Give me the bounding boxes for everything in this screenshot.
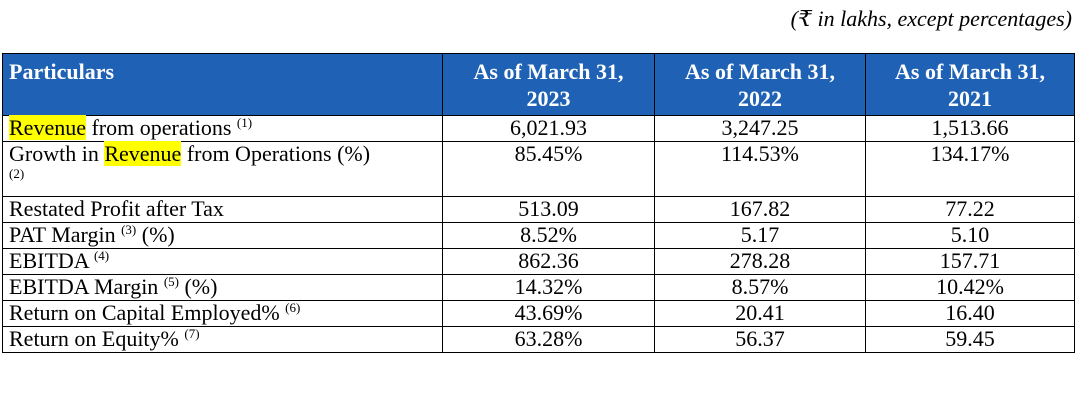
header-col-2022: As of March 31, 2022 [654, 53, 866, 116]
row-label: Return on Equity% (7) [2, 326, 443, 353]
table-row: Return on Capital Employed% (6) 43.69% 2… [2, 300, 1075, 327]
footnote-ref: (5) [163, 274, 179, 289]
table-row: EBITDA (4) 862.36 278.28 157.71 [2, 248, 1075, 275]
cell-2023: 85.45% [442, 141, 655, 197]
row-label-text: EBITDA [9, 248, 94, 273]
row-label: Return on Capital Employed% (6) [2, 300, 443, 327]
table-row: Revenue from operations (1) 6,021.93 3,2… [2, 115, 1075, 142]
footnote-ref: (1) [236, 115, 253, 130]
cell-2023: 6,021.93 [442, 115, 655, 142]
cell-2023: 63.28% [442, 326, 655, 353]
row-label-text: EBITDA Margin [9, 274, 164, 299]
table-header-row: Particulars As of March 31, 2023 As of M… [2, 53, 1075, 116]
row-label-text: Restated Profit after Tax [9, 196, 224, 221]
highlighted-term: Revenue [104, 141, 182, 166]
header-col-2023: As of March 31, 2023 [442, 53, 655, 116]
row-label: Revenue from operations (1) [2, 115, 443, 142]
financial-indicators-table: Particulars As of March 31, 2023 As of M… [2, 53, 1075, 353]
table-row: EBITDA Margin (5) (%) 14.32% 8.57% 10.42… [2, 274, 1075, 301]
row-label: PAT Margin (3) (%) [2, 222, 443, 249]
row-label-text: Return on Capital Employed% [9, 300, 286, 325]
cell-2022: 56.37 [654, 326, 866, 353]
cell-2023: 862.36 [442, 248, 655, 275]
units-note: (₹ in lakhs, except percentages) [790, 6, 1072, 31]
cell-2021: 10.42% [865, 274, 1075, 301]
header-col-2021-line1: As of March 31, [895, 59, 1045, 84]
table-row: Restated Profit after Tax 513.09 167.82 … [2, 196, 1075, 223]
cell-2022: 20.41 [654, 300, 866, 327]
row-label: Restated Profit after Tax [2, 196, 443, 223]
cell-2021: 157.71 [865, 248, 1075, 275]
row-label-text: PAT Margin [9, 222, 122, 247]
header-particulars: Particulars [2, 53, 443, 116]
row-label: Growth in Revenue from Operations (%) (2) [2, 141, 443, 197]
cell-2023: 43.69% [442, 300, 655, 327]
cell-2022: 8.57% [654, 274, 866, 301]
cell-2021: 77.22 [865, 196, 1075, 223]
cell-2022: 167.82 [654, 196, 866, 223]
header-col-2023-line1: As of March 31, [473, 59, 624, 84]
row-label-text: from Operations (%) [181, 141, 371, 166]
highlighted-term: Revenue [9, 115, 86, 140]
footnote-ref: (2) [9, 166, 25, 181]
cell-2022: 5.17 [654, 222, 866, 249]
cell-2022: 3,247.25 [654, 115, 866, 142]
header-col-2022-line1: As of March 31, [685, 59, 835, 84]
header-col-2022-line2: 2022 [738, 86, 782, 111]
footnote-ref: (3) [121, 222, 137, 237]
header-col-2021: As of March 31, 2021 [865, 53, 1075, 116]
cell-2022: 278.28 [654, 248, 866, 275]
row-label-text: (%) [178, 274, 218, 299]
cell-2021: 1,513.66 [865, 115, 1075, 142]
cell-2021: 59.45 [865, 326, 1075, 353]
footnote-ref: (4) [93, 248, 110, 263]
row-label-text: (%) [136, 222, 175, 247]
footnote-ref: (6) [285, 300, 301, 315]
cell-2023: 14.32% [442, 274, 655, 301]
cell-2023: 513.09 [442, 196, 655, 223]
row-label-text: from operations [85, 115, 237, 140]
header-col-2023-line2: 2023 [526, 86, 571, 111]
cell-2023: 8.52% [442, 222, 655, 249]
table-row: Growth in Revenue from Operations (%) (2)… [2, 141, 1075, 197]
header-col-2021-line2: 2021 [948, 86, 992, 111]
row-label-text: Growth in [9, 141, 105, 166]
footnote-ref: (7) [184, 326, 200, 341]
row-label-text: Return on Equity% [9, 326, 185, 351]
cell-2021: 5.10 [865, 222, 1075, 249]
row-label: EBITDA Margin (5) (%) [2, 274, 443, 301]
row-label: EBITDA (4) [2, 248, 443, 275]
cell-2021: 134.17% [865, 141, 1075, 197]
table-row: Return on Equity% (7) 63.28% 56.37 59.45 [2, 326, 1075, 353]
cell-2022: 114.53% [654, 141, 866, 197]
table-row: PAT Margin (3) (%) 8.52% 5.17 5.10 [2, 222, 1075, 249]
cell-2021: 16.40 [865, 300, 1075, 327]
